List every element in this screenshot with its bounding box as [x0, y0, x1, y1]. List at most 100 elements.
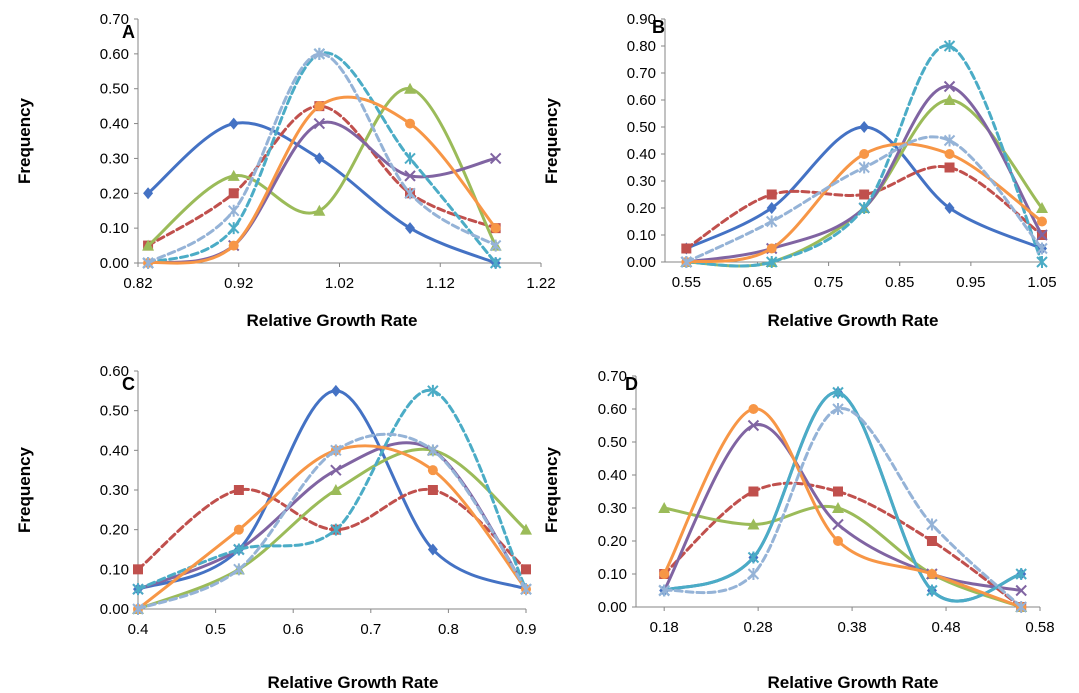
data-point — [832, 386, 844, 399]
data-point — [233, 524, 244, 535]
panel-letter: C — [122, 374, 135, 394]
panel-b: 0.00 0.10 0.20 0.30 0.40 0.50 0.60 0.70 0.80 0.90… — [542, 11, 1057, 330]
data-point — [313, 47, 326, 60]
y-tick-label: 0.40 — [598, 467, 627, 484]
x-tick-label: 1.22 — [526, 275, 555, 292]
data-point — [681, 243, 692, 254]
y-tick-label: 0.40 — [627, 146, 656, 163]
data-point — [765, 256, 778, 268]
data-point — [859, 121, 870, 133]
panel-d: 0.00 0.10 0.20 0.30 0.40 0.50 0.60 0.70 0.18 0.28… — [542, 368, 1055, 692]
x-tick-label: 0.85 — [885, 274, 914, 291]
data-point — [489, 239, 502, 252]
series-line — [136, 389, 528, 591]
data-point — [766, 202, 777, 214]
data-point — [748, 486, 759, 497]
data-point — [520, 583, 532, 596]
y-tick-label: 0.50 — [100, 81, 129, 98]
data-point — [227, 169, 240, 181]
y-tick-label: 0.10 — [598, 566, 627, 583]
data-point — [405, 222, 416, 235]
panel-letter: A — [122, 22, 135, 42]
y-tick-label: 0.60 — [100, 363, 129, 380]
series-4 — [132, 441, 532, 595]
panel-letter: B — [652, 17, 665, 37]
x-tick-label: 0.5 — [205, 621, 226, 638]
data-point — [944, 162, 955, 173]
data-point — [142, 239, 155, 251]
data-point — [748, 404, 759, 414]
data-point — [859, 189, 870, 200]
series-line — [684, 44, 1044, 268]
data-point — [747, 568, 760, 580]
data-point — [658, 502, 671, 513]
series-5 — [680, 40, 1048, 268]
panel-letter: D — [625, 374, 638, 394]
y-axis-title: Frequency — [542, 446, 561, 533]
data-point — [943, 80, 956, 93]
series-line — [684, 135, 1044, 264]
series-1 — [681, 121, 1047, 255]
data-point — [142, 257, 154, 269]
data-point — [833, 536, 843, 546]
data-point — [228, 240, 239, 251]
data-point — [313, 117, 326, 130]
data-point — [943, 94, 956, 105]
panel-c: 0.00 0.10 0.20 0.30 0.40 0.50 0.60 0.4 0.5 0.6 0.7… — [15, 363, 536, 692]
data-point — [330, 384, 341, 397]
series-7 — [132, 432, 532, 615]
data-point — [1036, 242, 1048, 255]
data-point — [313, 204, 326, 216]
series-line — [146, 87, 498, 248]
series-3 — [658, 502, 1028, 612]
y-tick-label: 0.30 — [598, 500, 627, 517]
x-tick-label: 0.28 — [744, 619, 773, 636]
y-tick-label: 0.40 — [100, 116, 129, 133]
y-tick-label: 0.00 — [100, 255, 129, 272]
y-tick-label: 0.70 — [100, 11, 129, 28]
data-point — [858, 161, 870, 174]
y-axis-title: Frequency — [15, 446, 34, 533]
series-line — [662, 390, 1023, 603]
series-1 — [143, 117, 501, 269]
data-point — [659, 569, 670, 579]
series-line — [146, 121, 498, 265]
data-point — [926, 518, 938, 531]
x-tick-label: 0.9 — [516, 621, 537, 638]
x-axis-title: Relative Growth Rate — [247, 311, 418, 330]
series-line — [684, 84, 1044, 264]
x-tick-label: 0.92 — [224, 275, 253, 292]
series-6 — [681, 142, 1047, 267]
data-point — [314, 101, 325, 112]
data-point — [859, 149, 870, 159]
x-tick-label: 0.75 — [814, 274, 843, 291]
data-point — [658, 584, 670, 597]
data-point — [228, 117, 239, 130]
data-point — [747, 419, 760, 432]
data-point — [427, 485, 438, 495]
data-point — [858, 202, 870, 214]
y-tick-label: 0.30 — [100, 150, 129, 167]
x-tick-label: 1.05 — [1027, 274, 1056, 291]
data-point — [1037, 216, 1047, 227]
y-tick-label: 0.00 — [100, 601, 129, 618]
data-point — [943, 40, 956, 52]
data-point — [330, 444, 342, 457]
data-point — [233, 543, 245, 556]
data-point — [833, 486, 843, 497]
y-tick-label: 0.90 — [627, 11, 656, 28]
y-tick-label: 0.70 — [627, 65, 656, 82]
y-tick-label: 0.50 — [598, 434, 627, 451]
y-tick-label: 0.40 — [100, 442, 129, 459]
data-point — [1015, 601, 1027, 613]
series-6 — [143, 95, 501, 268]
series-line — [684, 125, 1044, 250]
data-point — [489, 257, 502, 269]
y-tick-label: 0.50 — [627, 119, 656, 136]
data-point — [404, 82, 417, 94]
data-point — [520, 523, 532, 535]
data-point — [330, 523, 342, 536]
data-point — [832, 403, 844, 415]
data-point — [766, 189, 777, 200]
